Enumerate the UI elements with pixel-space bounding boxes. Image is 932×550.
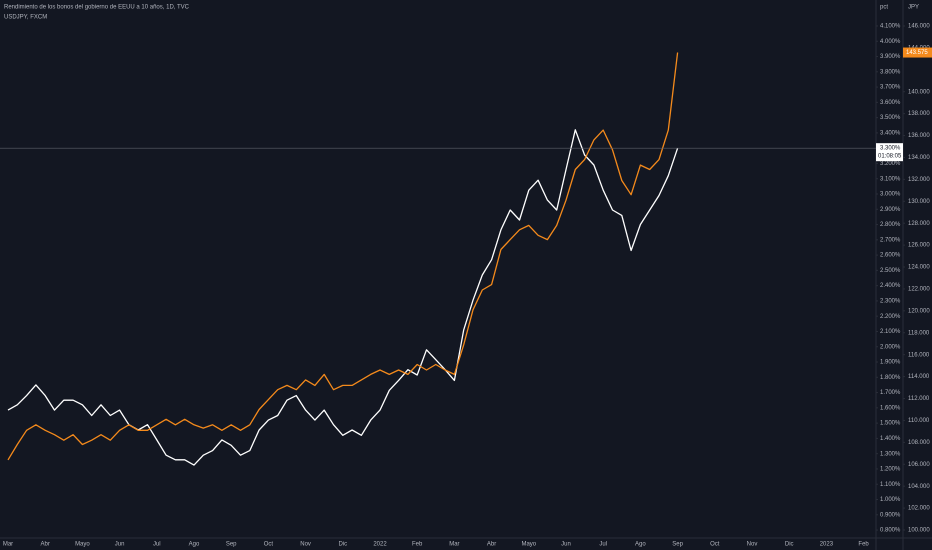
x-tick-label: 2023 [820,542,834,548]
y-tick-label: 3.600% [880,100,901,106]
x-tick-label: Mar [3,542,13,548]
y-tick-label: 1.900% [880,360,901,366]
last-value-badge [903,47,932,58]
y2-tick-label: 100.000 [908,528,930,534]
x-tick-label: Mayo [521,542,536,548]
y-tick-label: 2.800% [880,222,901,228]
y2-tick-label: 104.000 [908,484,930,490]
y2-tick-label: 124.000 [908,265,930,271]
x-tick-label: Jul [599,542,607,548]
y2-tick-label: 102.000 [908,506,930,512]
legend-line: USDJPY, FXCM [4,15,47,21]
y2-tick-label: 130.000 [908,199,930,205]
x-tick-label: Ago [189,542,200,548]
y-tick-label: 1.700% [880,390,901,396]
series-line [7,52,679,461]
y-tick-label: 3.500% [880,115,901,121]
y-tick-label: 3.700% [880,85,901,91]
y-tick-label: 3.400% [880,130,901,136]
y2-tick-label: 114.000 [908,374,930,380]
y2-tick-label: 118.000 [908,330,930,336]
y2-tick-label: 136.000 [908,133,930,139]
y-tick-label: 1.200% [880,467,901,473]
y-tick-label: 3.900% [880,54,901,60]
y2-tick-label: 112.000 [908,396,930,402]
x-tick-label: Nov [300,542,311,548]
y-tick-label: 1.600% [880,405,901,411]
y-tick-label: 2.000% [880,344,901,350]
last-value-badge [876,143,903,162]
y2-tick-label: 116.000 [908,352,930,358]
y2-tick-label: 108.000 [908,440,930,446]
y-tick-label: 3.100% [880,176,901,182]
y-tick-label: 2.200% [880,314,901,320]
y-tick-label: 2.300% [880,299,901,305]
y-tick-label: 2.900% [880,207,901,213]
x-tick-label: Mayo [75,542,90,548]
y2-tick-label: 128.000 [908,221,930,227]
x-tick-label: Jul [153,542,161,548]
y-tick-label: 3.800% [880,69,901,75]
x-tick-label: 2022 [373,542,387,548]
x-tick-label: Jun [115,542,125,548]
y2-tick-label: 138.000 [908,111,930,117]
y2-tick-label: 110.000 [908,418,930,424]
y-tick-label: 2.700% [880,237,901,243]
y-unit-label: pct [880,5,888,11]
x-tick-label: Oct [264,542,274,548]
countdown-label: 01:08:05 [878,154,902,160]
y2-tick-label: 122.000 [908,287,930,293]
x-tick-label: Sep [672,542,683,548]
last-value-label: 3.300% [880,146,901,152]
legend-line: Rendimiento de los bonos del gobierno de… [4,5,190,11]
y-tick-label: 3.200% [880,161,901,167]
y-tick-label: 4.000% [880,39,901,45]
y2-tick-label: 106.000 [908,462,930,468]
x-tick-label: Mar [449,542,459,548]
x-tick-label: Dic [338,542,347,548]
y2-tick-label: 134.000 [908,155,930,161]
x-tick-label: Nov [747,542,758,548]
x-tick-label: Feb [412,542,423,548]
y2-tick-label: 126.000 [908,243,930,249]
last-value-label: 143.575 [906,50,928,56]
y2-tick-label: 120.000 [908,308,930,314]
y-tick-label: 1.000% [880,497,901,503]
y2-tick-label: 140.000 [908,89,930,95]
x-tick-label: Abr [487,542,496,548]
y-tick-label: 1.500% [880,421,901,427]
y2-tick-label: 132.000 [908,177,930,183]
y-tick-label: 1.800% [880,375,901,381]
x-tick-label: Oct [710,542,720,548]
y2-unit-label: JPY [908,5,919,11]
y-tick-label: 2.600% [880,253,901,259]
y-tick-label: 0.800% [880,528,901,534]
x-tick-label: Abr [41,542,50,548]
x-tick-label: Ago [635,542,646,548]
y-tick-label: 4.100% [880,24,901,30]
y-tick-label: 1.100% [880,482,901,488]
y-tick-label: 1.400% [880,436,901,442]
y2-tick-label: 146.000 [908,24,930,30]
y-tick-label: 1.300% [880,451,901,457]
y-tick-label: 3.000% [880,192,901,198]
y-tick-label: 2.500% [880,268,901,274]
y-tick-label: 0.900% [880,512,901,518]
x-tick-label: Feb [858,542,869,548]
x-tick-label: Jun [561,542,571,548]
x-tick-label: Dic [785,542,794,548]
y-tick-label: 2.400% [880,283,901,289]
series-line [7,129,679,466]
x-tick-label: Sep [226,542,237,548]
y-tick-label: 2.100% [880,329,901,335]
